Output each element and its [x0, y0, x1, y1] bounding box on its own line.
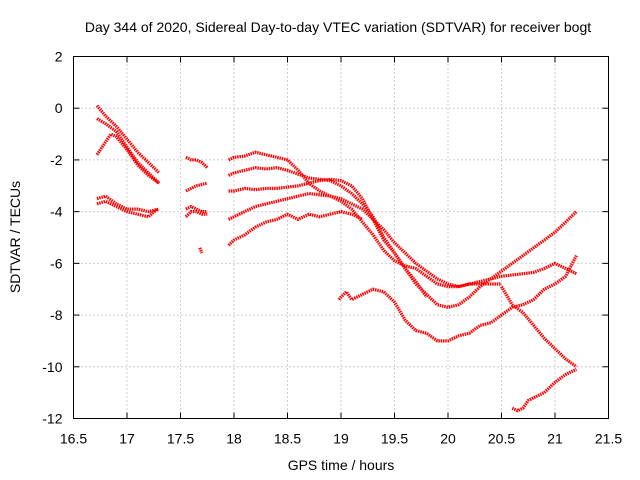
- series-trace-a: [95, 104, 161, 175]
- series-trace-c: [95, 132, 161, 185]
- series-trace-q: [511, 367, 578, 413]
- y-tick-label: 0: [55, 100, 63, 116]
- x-axis-label: GPS time / hours: [288, 457, 395, 473]
- y-tick-label: -2: [50, 152, 63, 168]
- series-layer: [95, 104, 578, 413]
- series-trace-h: [185, 204, 208, 214]
- tick-layer: 16.5 17 17.5 18 18.5 19 19.5 20 20.5 21 21.520-2-4…: [42, 49, 622, 447]
- x-tick-label: 17: [119, 431, 135, 447]
- y-tick-label: -12: [42, 411, 62, 427]
- series-trace-b: [96, 117, 161, 185]
- y-tick-label: -6: [50, 255, 63, 271]
- x-tick-label: 21.5: [595, 431, 622, 447]
- y-tick-label: -4: [50, 204, 63, 220]
- series-trace-r: [500, 285, 578, 369]
- series-trace-g: [185, 181, 208, 193]
- series-trace-l: [227, 166, 578, 309]
- x-tick-label: 20.5: [488, 431, 515, 447]
- x-tick-label: 19.5: [381, 431, 408, 447]
- x-tick-label: 18: [226, 431, 242, 447]
- series-trace-i: [184, 210, 208, 218]
- series-trace-o: [227, 210, 364, 247]
- series-trace-d: [96, 194, 160, 214]
- y-tick-label: -10: [42, 359, 62, 375]
- series-trace-j: [198, 247, 204, 254]
- x-tick-label: 20: [440, 431, 456, 447]
- x-tick-label: 19: [333, 431, 349, 447]
- x-tick-label: 18.5: [274, 431, 301, 447]
- grid-layer: [73, 56, 609, 419]
- series-trace-m: [228, 177, 428, 298]
- series-trace-e: [96, 199, 159, 219]
- series-trace-p: [337, 254, 578, 343]
- series-trace-f: [185, 155, 209, 169]
- x-tick-label: 21: [547, 431, 563, 447]
- x-tick-label: 16.5: [60, 431, 87, 447]
- y-axis-label: SDTVAR / TECUs: [7, 181, 23, 293]
- y-tick-label: 2: [55, 49, 63, 65]
- chart-title: Day 344 of 2020, Sidereal Day-to-day VTE…: [85, 19, 591, 35]
- x-tick-label: 17.5: [167, 431, 194, 447]
- series-trace-k: [227, 150, 502, 289]
- y-tick-label: -8: [50, 307, 63, 323]
